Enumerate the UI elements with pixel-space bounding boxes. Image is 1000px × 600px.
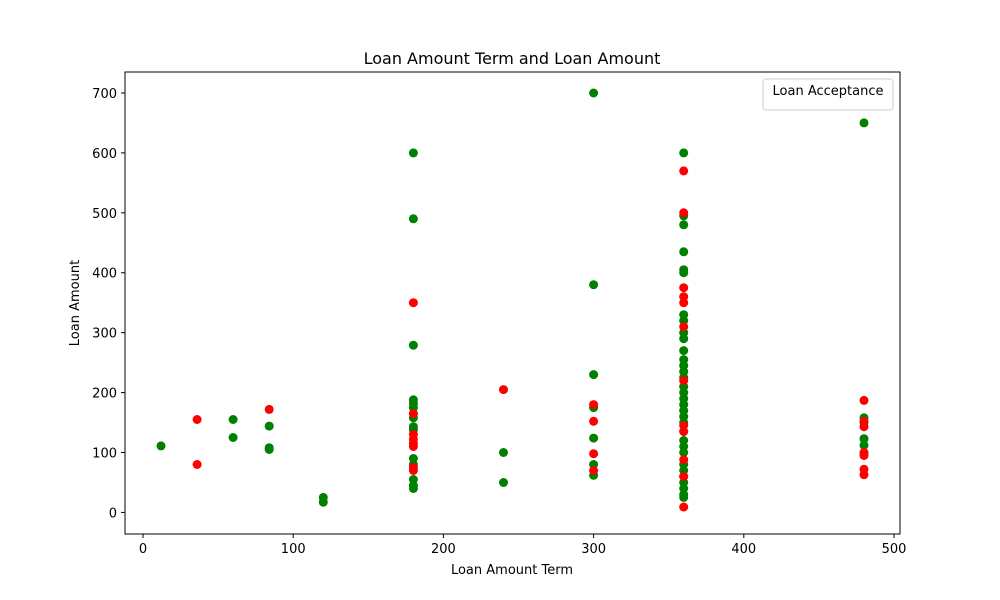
data-point [679,166,689,176]
y-tick-label: 600 [92,147,117,162]
plot-frame [124,71,901,535]
data-point [679,334,689,344]
data-point [589,400,599,410]
data-point [499,448,508,457]
data-point [408,484,418,493]
x-axis-ticks: 0 100 200 300 400 500 [139,534,907,557]
data-point [859,470,869,480]
data-point [228,433,238,442]
y-tick-label: 0 [109,506,117,521]
legend-box [762,78,894,111]
data-point [589,280,599,290]
chart-title: Loan Amount Term and Loan Amount [364,49,661,68]
data-point [679,376,689,386]
data-point [228,415,238,424]
data-point [679,427,689,436]
y-tick-label: 200 [92,387,117,402]
data-point [679,346,689,356]
y-tick-label: 100 [92,447,117,462]
data-point [679,298,689,308]
y-tick-label: 700 [92,87,117,102]
data-point [859,434,869,444]
x-tick-label: 500 [882,542,907,557]
data-point [679,268,689,278]
data-point [679,455,689,465]
data-point [264,445,274,454]
data-point [408,442,418,451]
y-axis-label: Loan Amount [68,260,83,346]
data-point [679,448,689,457]
x-tick-label: 100 [281,542,306,557]
y-tick-label: 300 [92,327,117,342]
data-points [156,88,869,512]
data-point [156,441,166,451]
data-point [589,88,599,98]
data-point [679,148,689,158]
data-point [408,340,418,350]
data-point [589,416,599,426]
data-point [499,385,508,395]
data-point [408,148,418,158]
legend-title: Loan Acceptance [773,84,884,99]
data-point [679,247,689,257]
data-point [859,395,869,405]
data-point [589,466,599,475]
data-point [192,460,202,469]
data-point [589,449,599,459]
data-point [499,478,508,487]
data-point [679,322,689,332]
data-point [589,433,599,443]
data-point [679,283,689,293]
data-point [679,502,689,512]
data-point [859,440,869,450]
y-tick-label: 400 [92,267,117,282]
data-point [859,422,869,432]
data-point [859,118,869,128]
data-point [679,220,689,230]
data-point [264,404,274,414]
legend: Loan Acceptance [762,78,894,111]
data-point [679,492,689,502]
x-tick-label: 300 [581,542,606,557]
data-point [408,466,418,475]
data-point [679,472,689,481]
data-point [192,415,202,424]
data-point [859,451,869,460]
x-tick-label: 0 [139,542,147,557]
data-point [264,421,274,431]
data-point [408,409,418,419]
data-point [318,497,328,507]
x-tick-label: 200 [431,542,456,557]
y-axis-ticks: 0 100 200 300 400 500 600 700 [92,87,125,521]
data-point [408,214,418,224]
data-point [408,298,418,308]
y-tick-label: 500 [92,207,117,222]
data-point [679,208,689,218]
x-axis-label: Loan Amount Term [451,563,573,578]
x-tick-label: 400 [731,542,756,557]
data-point [589,370,599,380]
